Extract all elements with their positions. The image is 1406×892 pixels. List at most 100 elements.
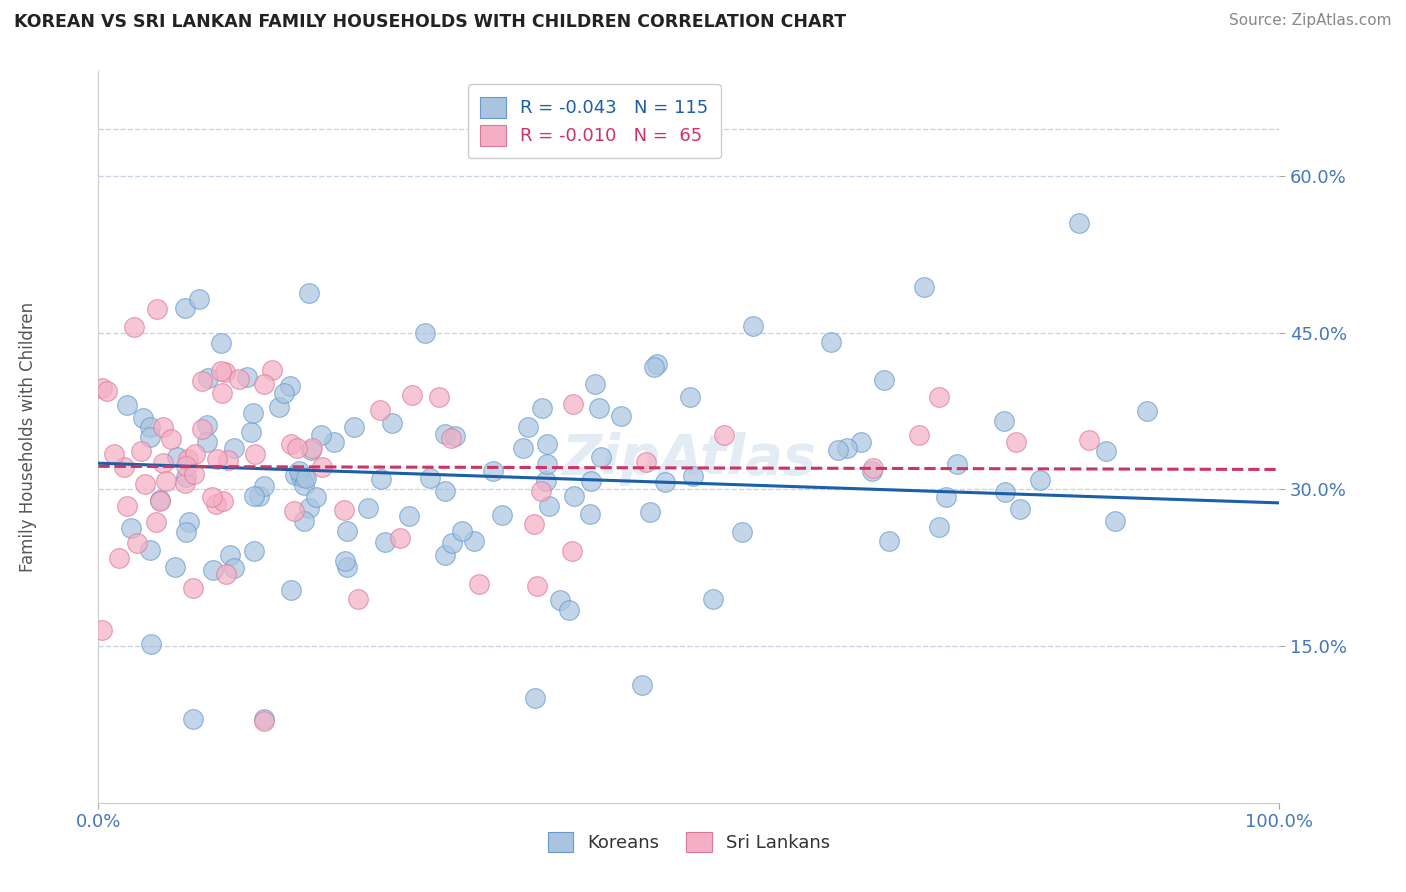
Point xyxy=(713,428,735,442)
Point xyxy=(228,372,250,386)
Point xyxy=(634,455,657,469)
Point xyxy=(269,400,291,414)
Point xyxy=(467,576,489,591)
Point xyxy=(290,470,312,484)
Point xyxy=(96,384,118,398)
Point xyxy=(173,301,195,315)
Point xyxy=(491,508,513,522)
Point xyxy=(215,566,238,581)
Point xyxy=(149,493,172,508)
Point xyxy=(129,443,152,458)
Point xyxy=(928,390,950,404)
Point xyxy=(534,475,557,489)
Point xyxy=(294,478,316,492)
Point xyxy=(536,457,558,471)
Point xyxy=(935,490,957,504)
Point xyxy=(1135,404,1157,418)
Point xyxy=(139,542,162,557)
Point xyxy=(184,446,207,460)
Point xyxy=(242,489,264,503)
Point xyxy=(564,489,586,503)
Point xyxy=(191,422,214,436)
Point xyxy=(434,549,457,563)
Point xyxy=(374,534,396,549)
Point xyxy=(181,581,204,595)
Point xyxy=(90,623,112,637)
Point xyxy=(145,515,167,529)
Point xyxy=(177,516,200,530)
Point xyxy=(347,592,370,607)
Text: Source: ZipAtlas.com: Source: ZipAtlas.com xyxy=(1229,13,1392,29)
Point xyxy=(1077,434,1099,448)
Point xyxy=(138,420,160,434)
Point xyxy=(530,483,553,498)
Point xyxy=(323,434,346,449)
Legend: Koreans, Sri Lankans: Koreans, Sri Lankans xyxy=(540,824,838,860)
Text: Family Households with Children: Family Households with Children xyxy=(18,302,37,572)
Point xyxy=(630,678,652,692)
Point xyxy=(512,441,534,455)
Point xyxy=(463,533,485,548)
Point xyxy=(526,579,548,593)
Point xyxy=(444,428,467,442)
Point xyxy=(578,507,600,521)
Point xyxy=(907,428,929,442)
Point xyxy=(877,533,900,548)
Point xyxy=(1005,435,1028,450)
Point xyxy=(117,499,139,513)
Point xyxy=(311,460,333,475)
Point xyxy=(702,592,724,607)
Point xyxy=(253,714,276,729)
Point xyxy=(285,441,308,455)
Point xyxy=(309,428,332,442)
Point xyxy=(298,285,321,300)
Point xyxy=(278,378,301,392)
Point xyxy=(152,420,174,434)
Point xyxy=(368,403,391,417)
Point xyxy=(381,416,404,430)
Point xyxy=(638,505,661,519)
Point xyxy=(851,435,873,450)
Text: KOREAN VS SRI LANKAN FAMILY HOUSEHOLDS WITH CHILDREN CORRELATION CHART: KOREAN VS SRI LANKAN FAMILY HOUSEHOLDS W… xyxy=(14,13,846,31)
Point xyxy=(146,301,169,316)
Point xyxy=(524,691,547,706)
Point xyxy=(247,489,270,503)
Point xyxy=(298,500,321,515)
Point xyxy=(820,334,842,349)
Point xyxy=(299,442,322,457)
Point xyxy=(108,551,131,566)
Point xyxy=(1104,514,1126,528)
Point xyxy=(139,637,162,651)
Point xyxy=(242,406,264,420)
Point xyxy=(159,432,181,446)
Point xyxy=(191,374,214,388)
Point xyxy=(132,411,155,425)
Point xyxy=(357,501,380,516)
Point xyxy=(239,425,262,439)
Point xyxy=(928,520,950,534)
Point xyxy=(177,452,200,467)
Point xyxy=(292,470,315,484)
Point xyxy=(280,436,302,450)
Point xyxy=(197,371,219,385)
Point xyxy=(243,544,266,558)
Point xyxy=(273,386,295,401)
Point xyxy=(433,427,456,442)
Point xyxy=(538,499,561,513)
Point xyxy=(560,544,582,558)
Text: ZipAtlas: ZipAtlas xyxy=(561,432,817,486)
Point xyxy=(860,464,883,478)
Point xyxy=(283,504,305,518)
Point xyxy=(654,475,676,490)
Point xyxy=(138,430,160,444)
Point xyxy=(482,464,505,478)
Point xyxy=(253,478,276,492)
Point xyxy=(523,516,546,531)
Point xyxy=(440,536,463,550)
Point xyxy=(588,401,610,416)
Point xyxy=(292,514,315,528)
Point xyxy=(280,583,302,598)
Point xyxy=(284,467,307,482)
Point xyxy=(197,417,219,432)
Point xyxy=(558,603,581,617)
